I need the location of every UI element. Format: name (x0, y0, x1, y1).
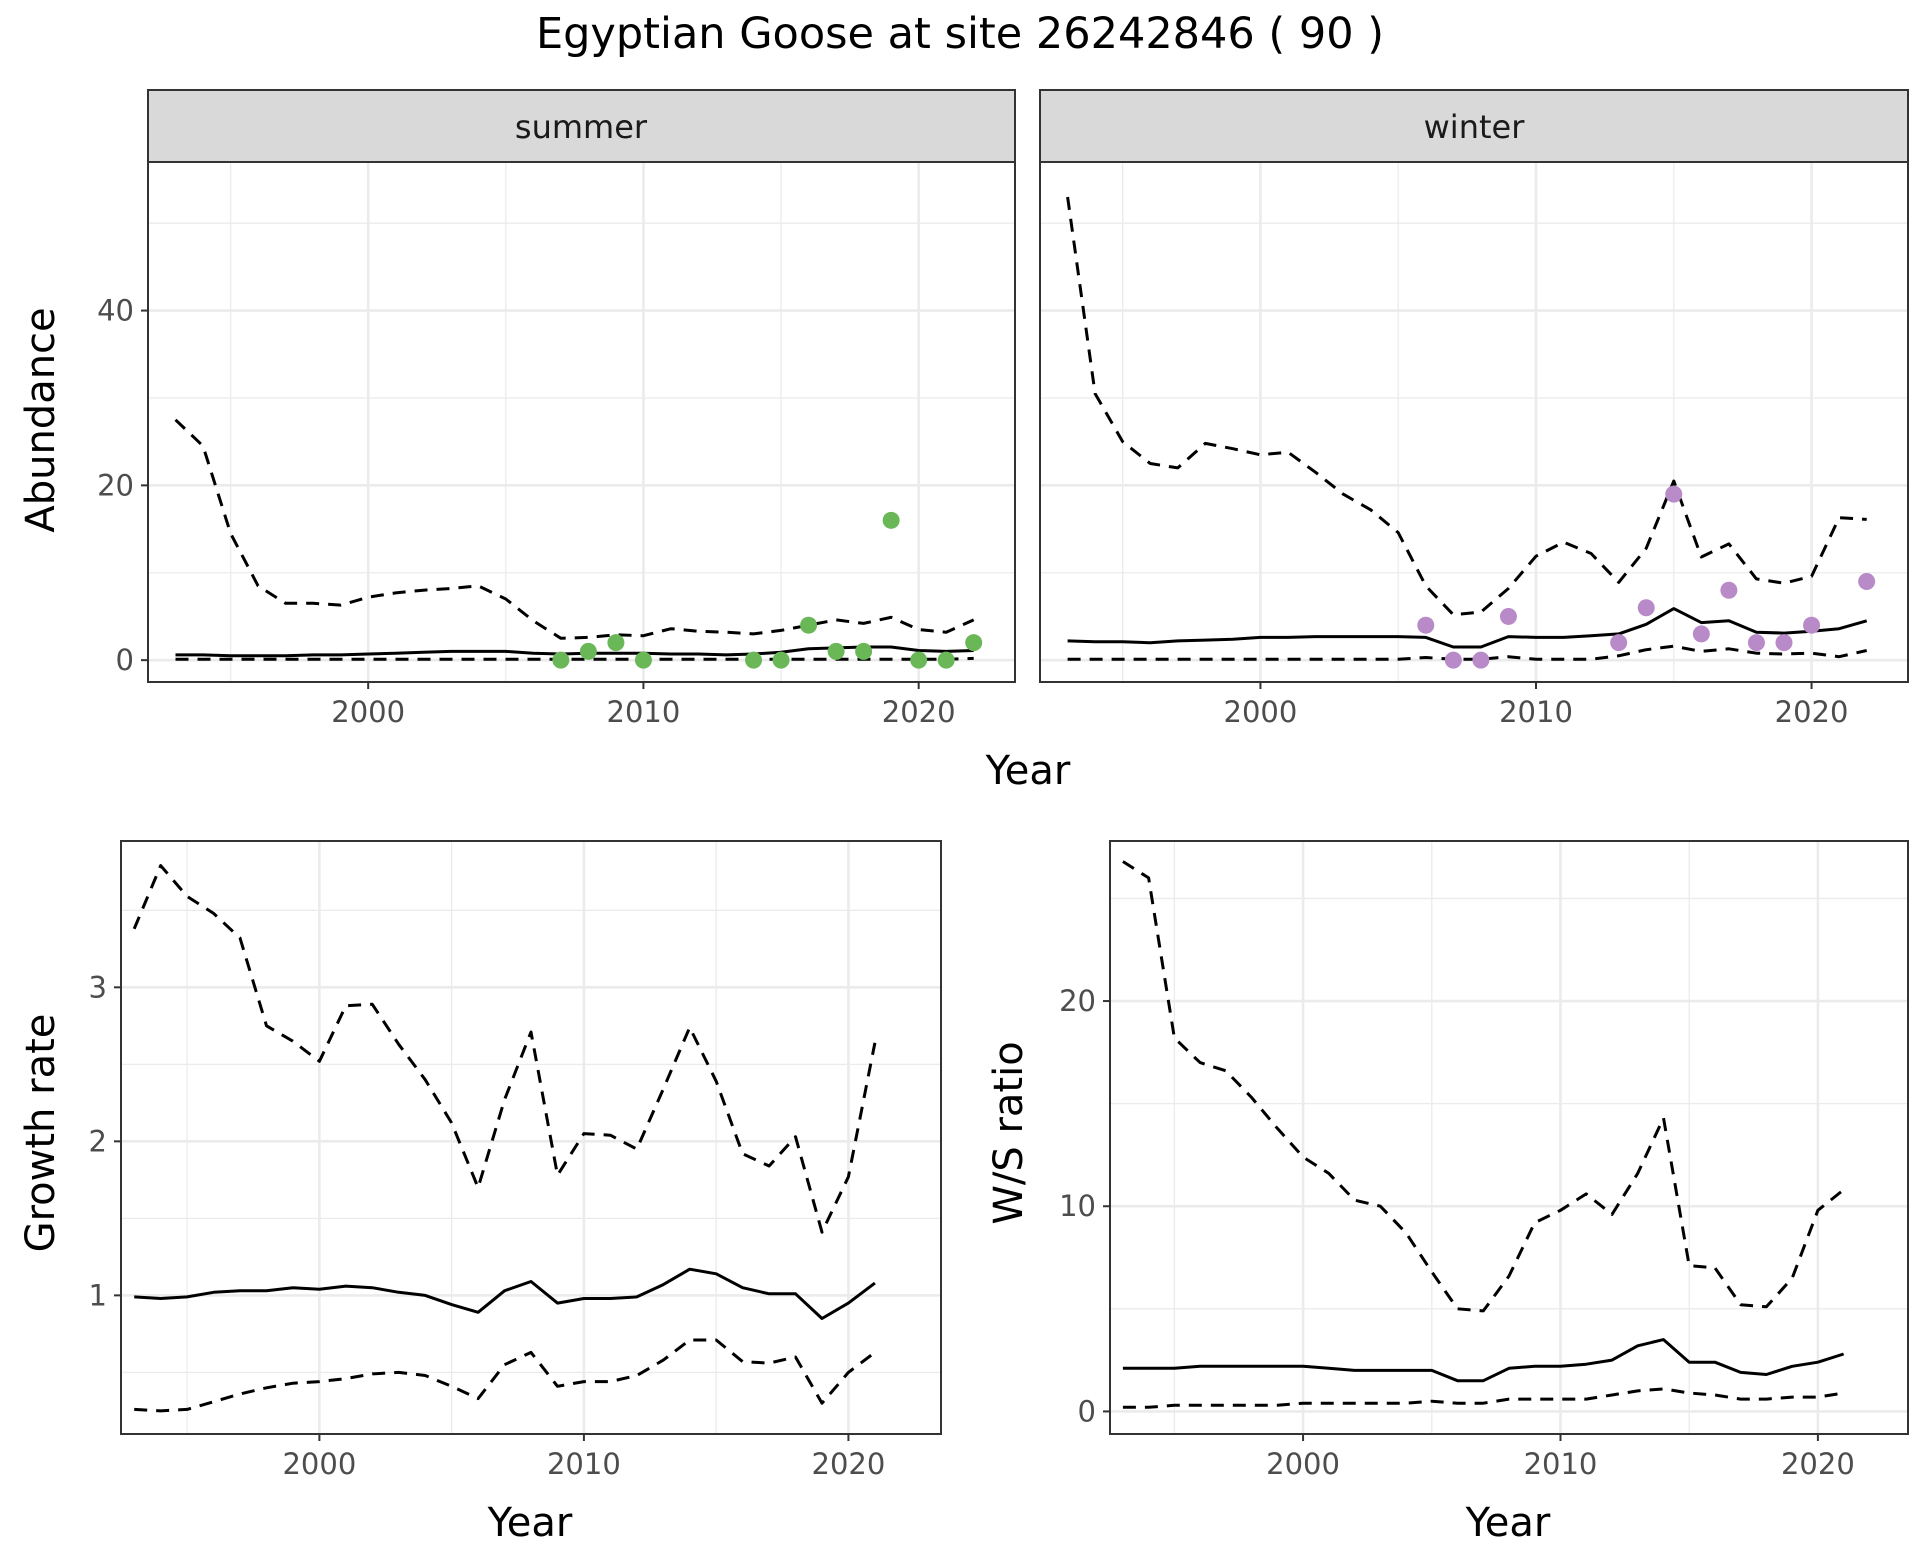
ratio-y-axis-title: W/S ratio (986, 1041, 1032, 1224)
growth-x-axis-title: Year (487, 1500, 573, 1546)
observed-point (1637, 599, 1655, 617)
x-tick-label: 2020 (1775, 695, 1849, 729)
observed-point (1472, 651, 1490, 669)
plot-background (148, 162, 1015, 682)
y-tick-label: 3 (89, 970, 107, 1004)
upper-bound-line (1066, 196, 1867, 617)
plot-background (1110, 841, 1908, 1434)
observed-point (1665, 485, 1683, 503)
panel-summer: summer 0 20 40 2000 2010 2020 (97, 89, 1016, 729)
observed-point (1775, 634, 1793, 652)
ratio-x-axis-title: Year (1465, 1500, 1551, 1546)
ws-ratio-chart: 0 10 20 2000 2010 2020 W/S ratio Year (986, 840, 1909, 1546)
observed-point (1610, 634, 1628, 652)
plot-border (147, 161, 1016, 683)
y-tick-label: 20 (1059, 984, 1096, 1018)
x-tick-label: 2020 (1781, 1447, 1855, 1481)
observed-point (1417, 616, 1435, 634)
abundance-x-axis-title: Year (985, 748, 1071, 794)
growth-y-axis-title: Growth rate (18, 1014, 64, 1253)
plot-border (120, 840, 942, 1435)
x-tick-label: 2020 (812, 1447, 886, 1481)
x-tick-label: 2000 (1224, 695, 1298, 729)
observed-point (1747, 634, 1765, 652)
estimate-line (134, 1267, 876, 1320)
y-tick-label: 40 (97, 294, 134, 328)
growth-rate-chart: 1 2 3 2000 2010 2020 Growth rate Year (18, 840, 942, 1546)
y-tick-label: 10 (1059, 1189, 1096, 1223)
winter-strip (1039, 89, 1909, 163)
y-tick-label: 1 (89, 1278, 107, 1312)
observed-point (579, 642, 597, 660)
x-tick-label: 2010 (1524, 1447, 1598, 1481)
observed-point (634, 651, 652, 669)
winter-plot-area: 2000 2010 2020 (1039, 161, 1909, 729)
upper-bound-line (132, 864, 877, 1234)
observed-point (1444, 651, 1462, 669)
x-tick-label: 2010 (607, 695, 681, 729)
plot-background (121, 841, 941, 1434)
x-tick-label: 2010 (547, 1447, 621, 1481)
observed-point (1803, 616, 1821, 634)
observed-point (745, 651, 763, 669)
x-tick-label: 2000 (1266, 1447, 1340, 1481)
panel-winter: winter 2000 2010 2020 (1039, 89, 1909, 729)
upper-bound-line (174, 418, 975, 640)
observed-point (607, 634, 625, 652)
summer-strip-label: summer (515, 108, 648, 146)
observed-point (772, 651, 790, 669)
plot-border (1039, 161, 1909, 683)
x-tick-label: 2000 (331, 695, 405, 729)
lower-bound-line (175, 656, 974, 661)
plot-background (1040, 162, 1908, 682)
plot-border (1109, 840, 1909, 1435)
summer-plot-area: 0 20 40 2000 2010 2020 (97, 161, 1016, 729)
observed-point (800, 616, 818, 634)
winter-strip-label: winter (1424, 108, 1526, 146)
observed-point (1499, 607, 1517, 625)
observed-point (855, 642, 873, 660)
abundance-chart: summer 0 20 40 2000 2010 2020 winter 2000 2010… (18, 89, 1909, 794)
growth-plot-area: 1 2 3 2000 2010 2020 (89, 840, 942, 1481)
x-tick-label: 2010 (1499, 695, 1573, 729)
observed-point (827, 642, 845, 660)
estimate-line (1067, 607, 1868, 649)
observed-point (1858, 572, 1876, 590)
ratio-plot-area: 0 10 20 2000 2010 2020 (1059, 840, 1909, 1481)
observed-point (552, 651, 570, 669)
upper-bound-line (1122, 860, 1845, 1313)
y-tick-label: 0 (116, 643, 134, 677)
observed-point (1720, 581, 1738, 599)
lower-bound-line (1067, 644, 1868, 661)
observed-point (937, 651, 955, 669)
observed-point (910, 651, 928, 669)
y-tick-label: 0 (1078, 1394, 1096, 1428)
observed-point (965, 634, 983, 652)
x-tick-label: 2020 (882, 695, 956, 729)
estimate-line (1122, 1338, 1845, 1383)
summer-strip (147, 89, 1016, 163)
x-tick-label: 2000 (282, 1447, 356, 1481)
observed-point (882, 511, 900, 529)
y-tick-label: 2 (89, 1124, 107, 1158)
abundance-y-axis-title: Abundance (18, 307, 64, 532)
figure-title: Egyptian Goose at site 26242846 ( 90 ) (536, 9, 1384, 59)
lower-bound-line (1122, 1387, 1844, 1409)
observed-point (1692, 625, 1710, 643)
y-tick-label: 20 (97, 468, 134, 502)
